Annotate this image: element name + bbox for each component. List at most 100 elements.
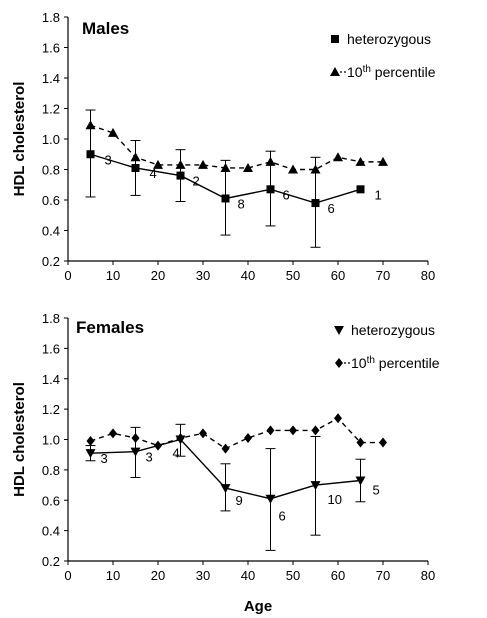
panel-title: Males — [82, 19, 129, 38]
panel-title: Females — [76, 318, 144, 337]
x-tick-label: 0 — [64, 268, 71, 283]
data-point — [198, 159, 208, 169]
data-point — [175, 159, 186, 169]
x-tick-label: 20 — [151, 568, 165, 583]
legend-label: 10th percentile — [347, 64, 436, 81]
y-tick-label: 0.6 — [42, 493, 60, 508]
y-tick-label: 0.6 — [42, 193, 60, 208]
y-tick-label: 1.8 — [42, 311, 60, 326]
data-point — [130, 152, 141, 162]
y-tick-label: 1.0 — [42, 132, 60, 147]
legend-label: heterozygous — [351, 322, 435, 338]
series-heterozygous: 3 4 2 8 6 6 1 — [85, 109, 382, 248]
data-point — [131, 432, 140, 443]
data-point — [311, 199, 320, 208]
panel-males: 0.2 0.4 0.6 0.8 1.0 1.2 1.4 1.6 1.8 0 10 20 30 40 50 60… — [11, 10, 436, 283]
data-point — [265, 156, 276, 166]
data-point — [355, 476, 366, 486]
sample-size-label: 10 — [328, 492, 342, 507]
y-tick-label: 0.4 — [42, 224, 60, 239]
sample-size-label: 6 — [328, 201, 335, 216]
x-tick-label: 40 — [241, 268, 255, 283]
data-point — [311, 425, 320, 436]
data-point — [109, 428, 117, 439]
data-point — [266, 425, 275, 436]
data-point — [334, 413, 342, 424]
legend-marker — [330, 67, 340, 76]
data-point — [221, 194, 230, 203]
sample-size-label: 3 — [146, 450, 153, 465]
data-point — [378, 156, 388, 166]
legend-entry: heterozygous — [334, 322, 435, 338]
y-tick-label: 1.6 — [42, 41, 60, 56]
data-point — [220, 484, 231, 494]
x-tick-label: 10 — [106, 268, 120, 283]
x-tick-label: 60 — [331, 268, 345, 283]
data-point — [379, 437, 387, 448]
y-tick-label: 1.8 — [42, 10, 60, 25]
sample-size-label: 6 — [283, 187, 290, 202]
x-tick-label: 20 — [151, 268, 165, 283]
sample-size-label: 3 — [105, 152, 112, 167]
data-point — [288, 164, 298, 174]
y-tick-label: 0.8 — [42, 163, 60, 178]
data-point — [154, 440, 162, 451]
legend-entry: heterozygous — [331, 31, 431, 47]
data-point — [356, 185, 365, 194]
sample-size-label: 4 — [150, 166, 157, 181]
x-tick-label: 10 — [106, 568, 120, 583]
x-tick-label: 70 — [376, 268, 390, 283]
series-line — [90, 417, 383, 450]
data-point — [221, 443, 230, 454]
x-tick-label: 30 — [196, 568, 210, 583]
x-tick-label: 50 — [286, 268, 300, 283]
sample-size-label: 8 — [238, 196, 245, 211]
data-point — [356, 437, 365, 448]
y-tick-label: 0.4 — [42, 524, 60, 539]
data-point — [153, 159, 163, 169]
data-point — [131, 163, 140, 172]
series-heterozygous: 3 3 4 9 6 10 5 — [85, 423, 380, 551]
data-point — [333, 152, 343, 162]
y-tick-label: 0.8 — [42, 463, 60, 478]
data-point — [199, 428, 207, 439]
y-tick-label: 1.4 — [42, 372, 60, 387]
sample-size-label: 6 — [279, 509, 286, 524]
y-tick-label: 1.0 — [42, 433, 60, 448]
data-point — [243, 162, 253, 172]
x-tick-label: 80 — [421, 268, 435, 283]
sample-size-label: 5 — [373, 483, 380, 498]
data-point — [266, 185, 275, 194]
legend-marker — [335, 358, 343, 368]
y-tick-label: 0.2 — [42, 254, 60, 269]
legend-label: 10th percentile — [351, 355, 440, 372]
series-tenth-percentile — [86, 413, 387, 454]
sample-size-label: 3 — [101, 451, 108, 466]
data-point — [85, 120, 96, 130]
series-line — [90, 124, 383, 171]
data-point — [310, 164, 321, 174]
data-point — [289, 425, 297, 436]
data-point — [130, 447, 141, 457]
sample-size-label: 9 — [236, 493, 243, 508]
legend-entry: 10th percentile — [335, 355, 440, 372]
x-tick-label: 70 — [376, 568, 390, 583]
legend-marker — [331, 35, 339, 43]
y-axis-label: HDL cholesterol — [11, 82, 28, 197]
y-tick-label: 1.2 — [42, 102, 60, 117]
y-tick-label: 0.2 — [42, 554, 60, 569]
legend-entry: 10th percentile — [330, 64, 436, 81]
legend-label: heterozygous — [347, 31, 431, 47]
panel-females: 0.2 0.4 0.6 0.8 1.0 1.2 1.4 1.6 1.8 0 10 20 30 40 50 60… — [11, 311, 440, 615]
data-point — [265, 494, 276, 504]
data-point — [355, 156, 366, 166]
y-tick-label: 1.2 — [42, 402, 60, 417]
data-point — [244, 432, 252, 443]
data-point — [310, 481, 321, 491]
data-point — [176, 171, 185, 180]
sample-size-label: 4 — [173, 446, 180, 461]
sample-size-label: 2 — [193, 174, 200, 189]
x-tick-label: 60 — [331, 568, 345, 583]
data-point — [176, 432, 185, 443]
